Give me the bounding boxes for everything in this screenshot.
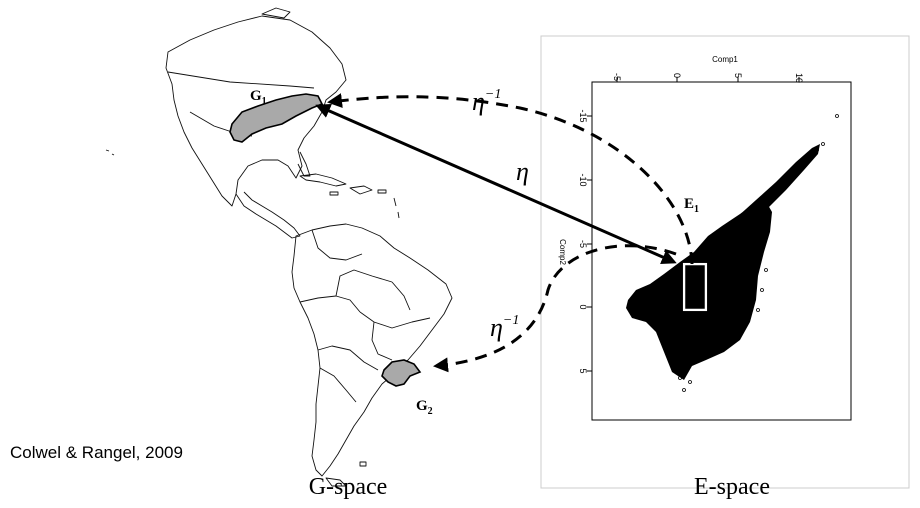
x-tick-label: -5 <box>612 73 622 81</box>
label-e1: E1 <box>684 196 699 215</box>
puerto-rico <box>377 189 387 194</box>
region-g1 <box>229 93 324 143</box>
tierra-del-fuego <box>325 477 347 487</box>
sa-border-1 <box>311 229 363 261</box>
y-tick-label: -10 <box>578 173 588 186</box>
point-cloud-branch <box>690 228 730 264</box>
x-tick-label: 5 <box>733 73 743 78</box>
sa-border-6 <box>317 345 379 371</box>
y-tick-label: -5 <box>578 240 588 248</box>
y-tick-label: 5 <box>578 368 588 373</box>
central-america <box>235 191 301 239</box>
florida <box>297 151 311 177</box>
label-eta-inverse-top: η−1 <box>472 87 501 116</box>
region-e1 <box>682 262 708 312</box>
y-tick-label: -15 <box>578 109 588 122</box>
region-g2 <box>381 359 422 387</box>
region-e1-outline <box>682 262 708 312</box>
label-eta-inverse-bottom: η−1 <box>490 313 519 342</box>
sa-border-4 <box>359 311 431 329</box>
sa-border-5 <box>371 321 393 361</box>
sa-border-3 <box>335 269 393 297</box>
point-cloud-plume <box>700 144 820 248</box>
north-america-outline <box>165 15 347 207</box>
sa-border-2 <box>299 295 361 313</box>
label-g1: G1 <box>250 88 267 107</box>
sa-border-8 <box>391 281 411 311</box>
outlier-points <box>678 114 839 392</box>
y-axis-title: Comp2 <box>558 239 567 265</box>
y-tick-label: 0 <box>578 304 588 309</box>
x-axis-ticks <box>616 77 800 82</box>
jamaica <box>329 191 339 196</box>
arrow-eta-inverse-bottom <box>433 244 677 373</box>
caption-e-space: E-space <box>694 474 770 500</box>
label-g2: G2 <box>416 398 433 417</box>
americas-map <box>105 7 453 487</box>
hispaniola <box>349 185 373 195</box>
falklands <box>359 461 367 467</box>
sa-border-7 <box>319 367 357 403</box>
arctic-islands <box>261 7 291 19</box>
x-tick-label: 0 <box>672 73 682 78</box>
arrow-eta-forward <box>315 103 677 265</box>
south-america-outline <box>291 223 453 477</box>
x-tick-label: 10 <box>794 73 804 83</box>
caption-g-space: G-space <box>309 474 388 500</box>
canada-border <box>167 71 315 89</box>
lesser-antilles <box>393 197 400 219</box>
label-eta-forward: η <box>516 157 529 186</box>
arrow-eta-inverse-top <box>327 93 694 265</box>
x-axis-title: Comp1 <box>712 55 738 64</box>
hawaii-islets <box>105 149 115 156</box>
citation: Colwel & Rangel, 2009 <box>10 443 183 462</box>
